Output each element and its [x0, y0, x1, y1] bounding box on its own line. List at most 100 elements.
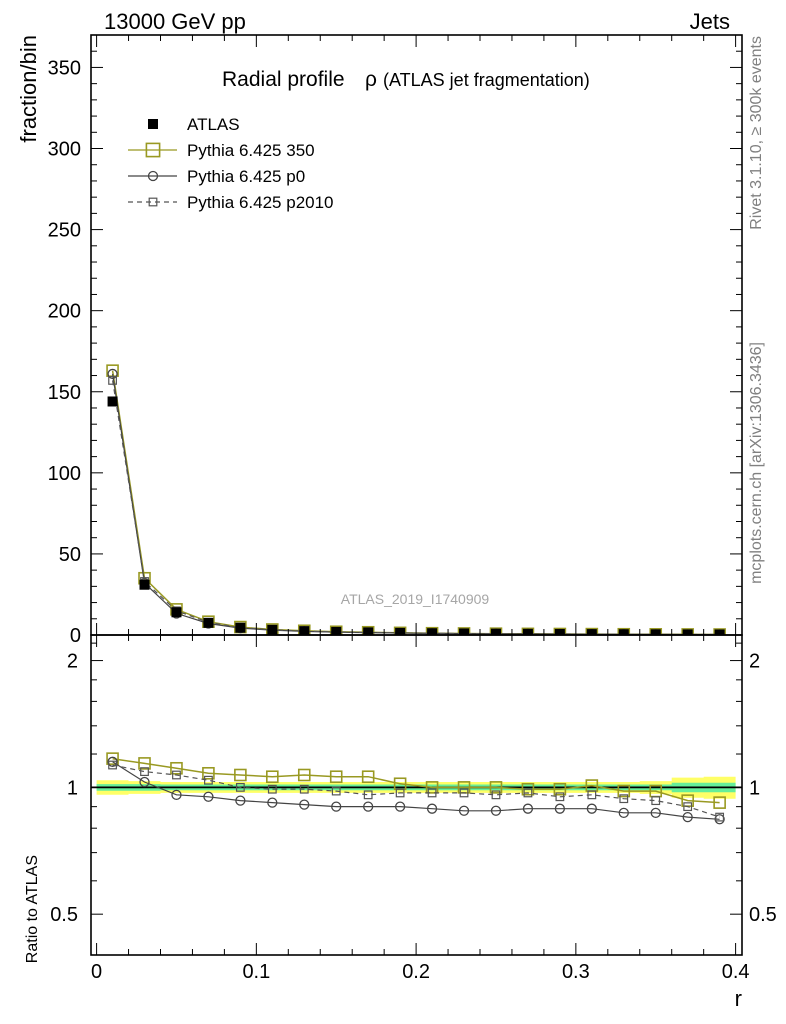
ratio-point-pythia-6-425-p0-1 [139, 776, 150, 788]
y-tick-label: 0 [70, 625, 81, 647]
main-point-atlas-19 [714, 629, 725, 635]
ratio-point-pythia-6-425-350-13 [521, 782, 535, 796]
ratio-point-pythia-6-425-p0-10 [426, 803, 438, 814]
ratio-point-pythia-6-425-p2010-6 [299, 784, 309, 794]
main-point-pythia-6-425-p2010-0 [108, 376, 117, 385]
process-label: Jets [690, 9, 730, 34]
main-point-atlas-1 [139, 579, 150, 590]
legend-label-pythia-6-425-350: Pythia 6.425 350 [187, 141, 315, 160]
ratio-point-pythia-6-425-350-14 [553, 782, 567, 796]
main-point-atlas-15 [586, 629, 597, 635]
ratio-point-pythia-6-425-350-16 [617, 784, 631, 798]
ratio-y-tick-label-left: 2 [67, 651, 78, 673]
ratio-point-pythia-6-425-p2010-12 [491, 790, 501, 800]
main-point-atlas-8 [363, 627, 374, 635]
ratio-point-pythia-6-425-p2010-13 [523, 788, 533, 798]
ratio-point-pythia-6-425-p0-11 [458, 805, 470, 816]
ratio-point-pythia-6-425-p2010-17 [651, 796, 661, 806]
legend-entry-pythia-6-425-p2010: Pythia 6.425 p2010 [128, 193, 334, 212]
ratio-point-pythia-6-425-350-1 [138, 757, 151, 770]
ratio-point-pythia-6-425-p0-5 [267, 797, 278, 808]
y-tick-label: 350 [48, 57, 81, 79]
y-tick-label: 300 [48, 139, 81, 161]
x-tick-label: 0.2 [402, 961, 430, 983]
y-tick-label: 200 [48, 301, 81, 323]
ratio-point-pythia-6-425-p0-4 [235, 795, 246, 806]
ratio-point-pythia-6-425-p0-17 [650, 807, 661, 818]
ratio-point-pythia-6-425-p2010-2 [172, 770, 181, 780]
ratio-point-pythia-6-425-p0-7 [331, 801, 342, 812]
ratio-point-pythia-6-425-p2010-15 [587, 790, 597, 800]
legend-label-pythia-6-425-p0: Pythia 6.425 p0 [187, 167, 305, 186]
ratio-line-pythia-6-425-p2010 [112, 764, 720, 818]
main-point-atlas-3 [203, 617, 214, 628]
ratio-point-pythia-6-425-p0-15 [586, 803, 597, 814]
main-point-pythia-6-425-p0-0 [107, 368, 118, 380]
ratio-y-tick-label-right: 1 [749, 777, 760, 799]
ratio-point-pythia-6-425-p0-16 [618, 807, 629, 818]
main-point-atlas-7 [331, 626, 342, 635]
ratio-point-pythia-6-425-p0-12 [490, 805, 502, 816]
main-point-atlas-14 [554, 628, 565, 635]
main-point-atlas-0 [107, 396, 118, 407]
x-tick-label: 0 [91, 961, 102, 983]
ratio-y-tick-label-left: 1 [67, 777, 78, 799]
rivet-version-label: Rivet 3.1.10, ≥ 300k events [748, 36, 765, 230]
x-tick-label: 0.3 [562, 961, 590, 983]
y-tick-label: 150 [48, 382, 81, 404]
ratio-point-pythia-6-425-p2010-5 [267, 784, 277, 794]
ratio-point-pythia-6-425-p2010-18 [683, 802, 693, 812]
ratio-point-pythia-6-425-350-10 [425, 781, 439, 794]
legend-entry-atlas: ATLAS [148, 115, 240, 134]
ratio-point-pythia-6-425-p2010-11 [459, 788, 469, 798]
main-point-atlas-4 [235, 622, 246, 633]
legend-entry-pythia-6-425-p0: Pythia 6.425 p0 [128, 167, 305, 186]
main-point-atlas-17 [650, 629, 661, 635]
ratio-point-pythia-6-425-350-8 [361, 770, 375, 784]
ratio-line-pythia-6-425-p0 [112, 761, 720, 820]
ratio-y-tick-label-right: 2 [749, 651, 760, 673]
legend-marker-atlas [148, 119, 158, 129]
main-point-atlas-13 [522, 628, 533, 635]
main-point-atlas-6 [299, 626, 310, 635]
main-point-atlas-18 [682, 629, 693, 635]
y-axis-label: fraction/bin [16, 35, 41, 143]
legend-marker-pythia-6-425-p0 [147, 170, 159, 182]
main-point-atlas-2 [171, 607, 182, 618]
energy-label: 13000 GeV pp [104, 9, 246, 34]
ratio-point-pythia-6-425-p2010-1 [140, 767, 149, 777]
ratio-point-pythia-6-425-p0-2 [171, 789, 182, 800]
analysis-watermark: ATLAS_2019_I1740909 [341, 591, 490, 607]
ratio-data-layer [91, 752, 742, 825]
x-tick-label: 0.1 [242, 961, 270, 983]
ratio-plot-panel: 0 0.1 0.2 0.3 0.4 0.5 0.5 1 1 2 2 [50, 634, 777, 983]
ratio-point-pythia-6-425-p0-19 [714, 814, 725, 825]
main-point-atlas-5 [267, 624, 278, 635]
x-axis-label: r [735, 986, 742, 1011]
ratio-point-pythia-6-425-p0-9 [394, 801, 406, 812]
ratio-point-pythia-6-425-p2010-9 [395, 788, 405, 798]
ratio-point-pythia-6-425-p2010-10 [427, 788, 437, 798]
main-point-atlas-16 [618, 629, 629, 635]
ratio-point-pythia-6-425-p0-0 [107, 756, 118, 767]
ratio-point-pythia-6-425-p0-13 [522, 803, 534, 814]
ratio-point-pythia-6-425-p2010-14 [555, 792, 565, 802]
ratio-point-pythia-6-425-p2010-8 [363, 790, 373, 800]
ratio-point-pythia-6-425-p2010-19 [715, 812, 725, 822]
legend: ATLAS Pythia 6.425 350 Pythia 6.425 p0 Pyth… [128, 115, 334, 212]
legend-marker-pythia-6-425-350 [145, 142, 161, 158]
ratio-point-pythia-6-425-350-0 [106, 752, 119, 765]
y-tick-label: 250 [48, 220, 81, 242]
main-point-atlas-10 [427, 628, 438, 635]
ratio-y-tick-label-right: 0.5 [749, 904, 777, 926]
legend-label-pythia-6-425-p2010: Pythia 6.425 p2010 [187, 193, 334, 212]
ratio-point-pythia-6-425-p2010-3 [204, 775, 213, 785]
ratio-point-pythia-6-425-350-3 [202, 766, 215, 780]
ratio-point-pythia-6-425-350-2 [170, 761, 183, 775]
main-point-atlas-12 [490, 628, 501, 635]
chart-subtitle: (ATLAS jet fragmentation) [383, 70, 590, 90]
main-point-atlas-11 [459, 628, 470, 635]
ratio-point-pythia-6-425-350-5 [266, 770, 279, 784]
